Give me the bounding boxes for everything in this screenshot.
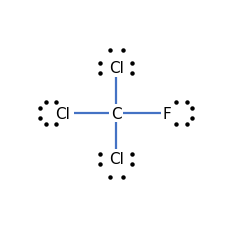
Text: C: C [111, 106, 122, 121]
Text: Cl: Cl [109, 61, 124, 76]
Text: Cl: Cl [109, 151, 124, 166]
Text: F: F [163, 106, 171, 121]
Text: Cl: Cl [55, 106, 70, 121]
